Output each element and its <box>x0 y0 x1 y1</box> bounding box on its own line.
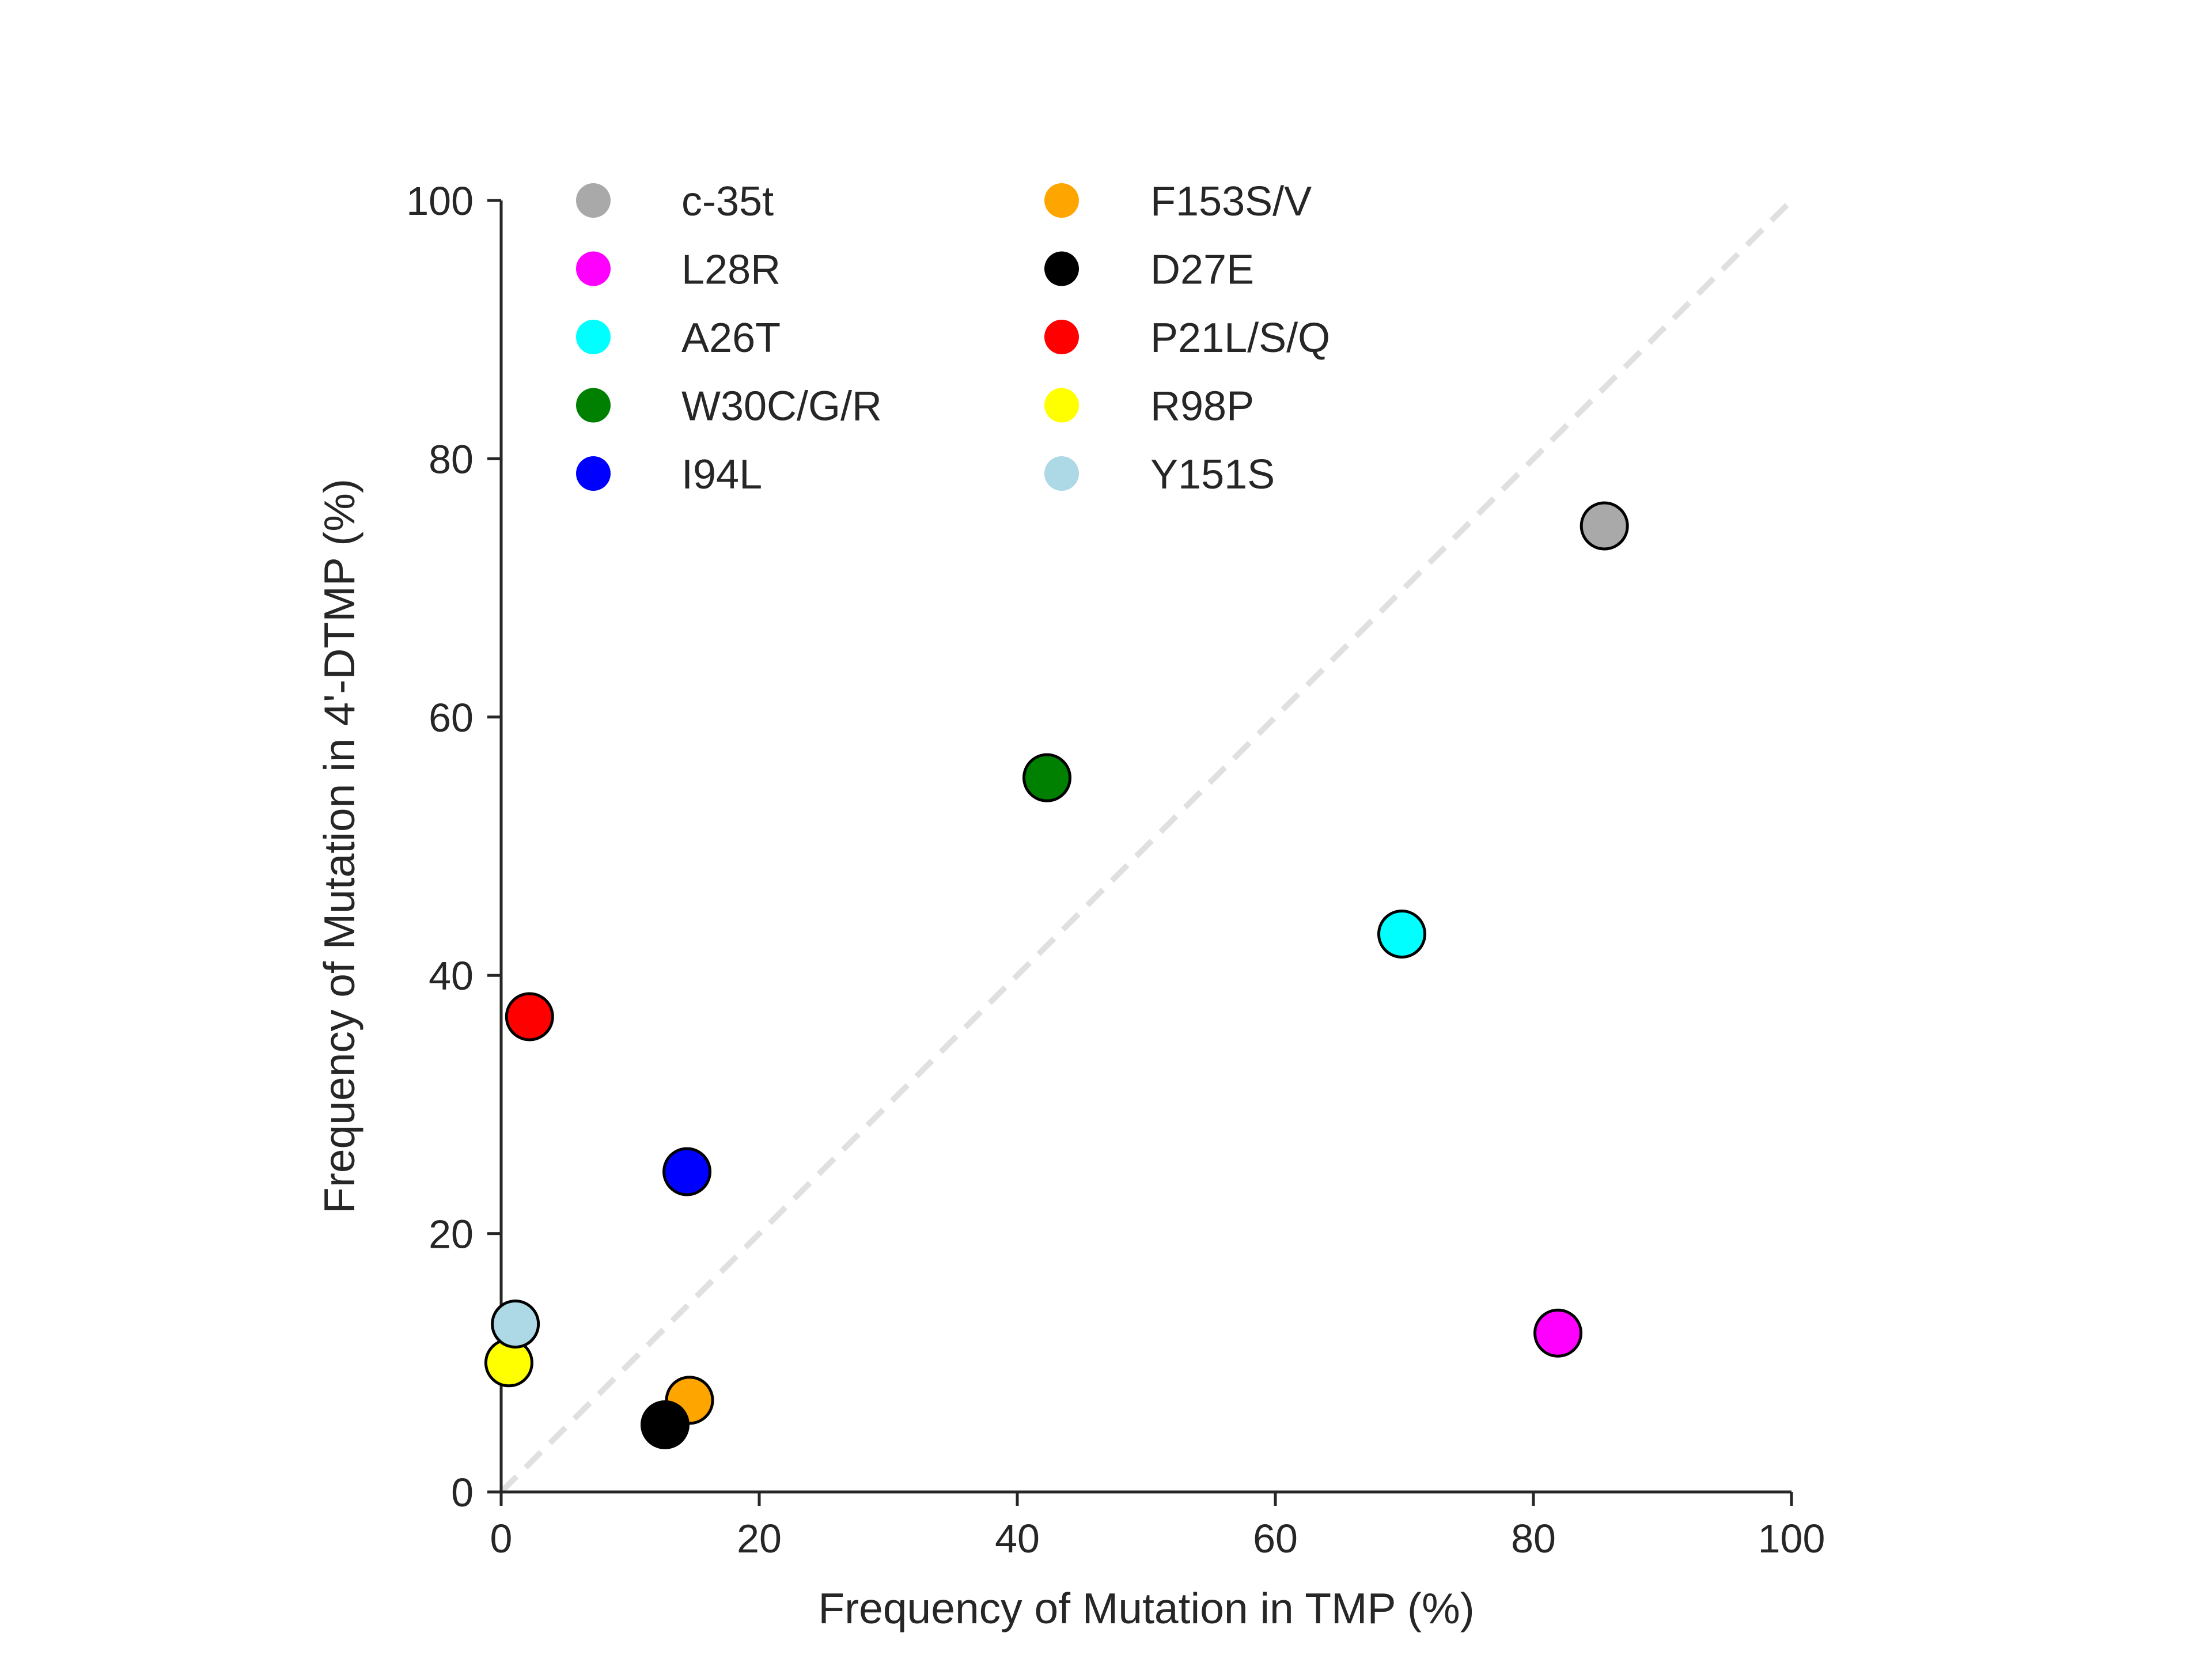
legend-marker <box>1044 183 1079 218</box>
data-point <box>1580 501 1629 551</box>
y-tick-label: 80 <box>429 437 474 482</box>
y-tick-label: 20 <box>429 1212 474 1257</box>
legend-marker <box>576 388 611 423</box>
data-point <box>640 1400 690 1449</box>
legend-marker <box>576 456 611 491</box>
legend-label: Y151S <box>1150 452 1275 498</box>
legend-marker <box>576 251 611 286</box>
legend-marker <box>1044 456 1079 491</box>
legend-marker <box>576 320 611 354</box>
diagonal-reference-line <box>499 198 1794 1494</box>
data-point <box>662 1147 712 1196</box>
data-point <box>1533 1308 1583 1358</box>
legend-label: R98P <box>1150 384 1254 430</box>
legend-label: c-35t <box>681 179 774 225</box>
x-tick-label: 40 <box>995 1516 1040 1561</box>
legend-label: A26T <box>681 315 781 361</box>
y-ticks: 0 20 40 60 80 100 <box>406 179 501 1515</box>
data-point <box>1377 909 1427 959</box>
legend-marker <box>1044 251 1079 286</box>
legend-label: P21L/S/Q <box>1150 315 1330 361</box>
legend-label: L28R <box>681 247 781 293</box>
legend-label: F153S/V <box>1150 179 1312 225</box>
y-axis-label: Frequency of Mutation in 4'-DTMP (%) <box>315 479 363 1214</box>
legend-label: D27E <box>1150 247 1254 293</box>
x-tick-label: 20 <box>737 1516 782 1561</box>
x-ticks: 0 20 40 60 80 100 <box>490 1492 1825 1561</box>
data-point <box>491 1300 540 1349</box>
x-tick-label: 0 <box>490 1516 513 1561</box>
x-axis-label: Frequency of Mutation in TMP (%) <box>818 1584 1474 1633</box>
x-tick-label: 60 <box>1253 1516 1298 1561</box>
legend-marker <box>1044 388 1079 423</box>
y-tick-label: 60 <box>429 695 474 740</box>
legend: c-35t L28R A26T W30C/G/R I94L F153S/V D27E P21L… <box>576 179 1330 498</box>
x-tick-label: 80 <box>1511 1516 1556 1561</box>
data-point <box>1022 753 1072 802</box>
y-tick-label: 100 <box>406 179 474 224</box>
legend-label: I94L <box>681 452 762 498</box>
legend-label: W30C/G/R <box>681 384 882 430</box>
y-tick-label: 40 <box>429 953 474 998</box>
data-point <box>505 992 554 1041</box>
reference-line-layer <box>499 198 1794 1494</box>
axes <box>499 200 1791 1494</box>
y-tick-label: 0 <box>451 1470 474 1515</box>
data-points <box>484 501 1629 1449</box>
legend-marker <box>1044 320 1079 354</box>
x-tick-label: 100 <box>1758 1516 1825 1561</box>
legend-marker <box>576 183 611 218</box>
